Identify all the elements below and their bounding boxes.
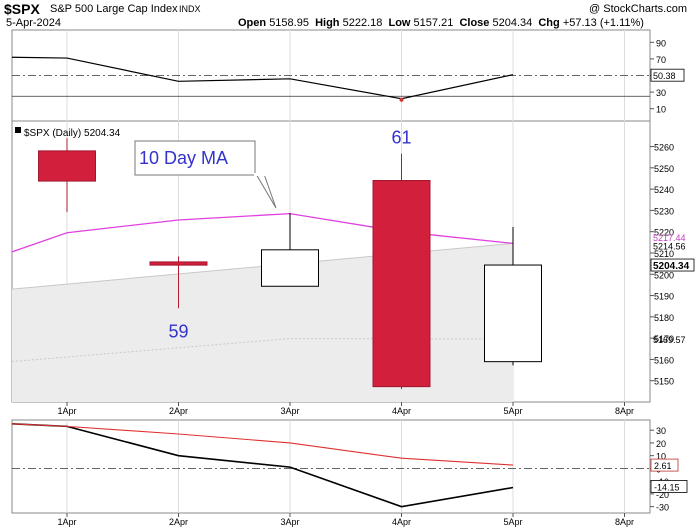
top-ytick-label: 90 xyxy=(656,38,666,48)
xtick-label-3Apr: 3Apr xyxy=(280,517,299,527)
price-legend-swatch xyxy=(15,127,21,133)
open-value: 5158.95 xyxy=(269,17,309,29)
top-ytick-label: 70 xyxy=(656,55,666,65)
top-indicator-line xyxy=(11,56,514,100)
ma10-line xyxy=(11,212,514,253)
xtick-label-5Apr: 5Apr xyxy=(503,517,522,527)
low-label: Low xyxy=(388,17,411,29)
price-last-box xyxy=(650,258,695,272)
price-ytick-label: 5190 xyxy=(654,292,674,302)
chg-value: +57.13 (+1.11%) xyxy=(562,17,644,29)
annotation-59: 59 xyxy=(168,321,188,341)
price-level-label: 5214.56 xyxy=(653,241,686,251)
price-ytick-label: 5170 xyxy=(654,334,674,344)
top-indicator-panel xyxy=(11,29,651,122)
xtick-label-2Apr: 2Apr xyxy=(169,406,188,416)
price-legend-label: $SPX (Daily) 5204.34 xyxy=(24,128,121,139)
price-ytick-label: 5180 xyxy=(654,313,674,323)
open-label: Open xyxy=(238,17,267,29)
band-lower-line xyxy=(11,338,514,363)
bottom-black-value: -14.15 xyxy=(654,482,680,492)
xtick-label-1Apr: 1Apr xyxy=(57,406,76,416)
bottom-ytick-label: -20 xyxy=(656,490,669,500)
bottom-ytick-label: -30 xyxy=(656,503,669,513)
exchange-label: INDX xyxy=(179,4,201,14)
xtick-label-8Apr: 8Apr xyxy=(615,517,634,527)
bottom-red-value-box xyxy=(650,458,679,472)
price-ytick-label: 5230 xyxy=(654,206,674,216)
candle-body-1Apr xyxy=(38,150,96,182)
date-label: 5-Apr-2024 xyxy=(6,17,62,29)
annotation-61: 61 xyxy=(391,128,411,148)
xtick-label-4Apr: 4Apr xyxy=(392,406,411,416)
candle-body-3Apr xyxy=(261,249,319,287)
copyright-label: @ StockCharts.com xyxy=(589,3,687,15)
price-ytick-label: 5200 xyxy=(654,270,674,280)
top-ytick-label: 30 xyxy=(656,88,666,98)
bottom-ytick-label: 30 xyxy=(656,426,666,436)
low-value: 5157.21 xyxy=(413,17,454,29)
xtick-label-3Apr: 3Apr xyxy=(280,406,299,416)
price-level-label: 5169.57 xyxy=(653,335,686,345)
top-min-marker xyxy=(399,97,404,102)
price-ytick-label: 5210 xyxy=(654,249,674,259)
price-ytick-label: 5150 xyxy=(654,377,674,387)
xtick-label-8Apr: 8Apr xyxy=(615,406,634,416)
high-label: High xyxy=(315,17,340,29)
symbol-title: $SPX xyxy=(4,1,40,17)
top-last-value-label: 50.38 xyxy=(653,71,676,81)
ma-callout-pointer xyxy=(255,173,277,209)
ma-callout-box xyxy=(134,140,256,176)
xtick-label-1Apr: 1Apr xyxy=(57,517,76,527)
candle-body-2Apr xyxy=(149,261,208,266)
bottom-ytick-label: 20 xyxy=(656,439,666,449)
index-name: S&P 500 Large Cap Index xyxy=(50,3,178,15)
ma-callout-label: 10 Day MA xyxy=(139,148,228,168)
price-last-label: 5204.34 xyxy=(653,261,690,272)
top-last-value-box xyxy=(650,68,685,82)
ohlc-row: Open 5158.95 High 5222.18 Low 5157.21 Cl… xyxy=(238,17,644,29)
bottom-red-value: 2.61 xyxy=(654,461,672,471)
price-ytick-label: 5220 xyxy=(654,228,674,238)
xtick-label-2Apr: 2Apr xyxy=(169,517,188,527)
bottom-ytick-label: 10 xyxy=(656,452,666,462)
close-value: 5204.34 xyxy=(492,17,533,29)
chg-label: Chg xyxy=(538,17,560,29)
price-level-label: 5217.44 xyxy=(653,233,686,243)
bottom-red-line xyxy=(11,423,514,466)
price-ytick-label: 5250 xyxy=(654,164,674,174)
high-value: 5222.18 xyxy=(342,17,383,29)
price-ytick-label: 5260 xyxy=(654,143,674,153)
bottom-indicator-panel xyxy=(11,419,651,514)
xtick-label-5Apr: 5Apr xyxy=(503,406,522,416)
bottom-black-value-box xyxy=(650,480,688,493)
ma-callout-join xyxy=(254,173,265,176)
price-ytick-label: 5160 xyxy=(654,355,674,365)
top-ytick-label: 10 xyxy=(656,105,666,115)
bottom-black-line xyxy=(11,423,514,508)
close-label: Close xyxy=(459,17,490,29)
xtick-label-4Apr: 4Apr xyxy=(392,517,411,527)
candle-body-5Apr xyxy=(484,264,542,363)
candle-body-4Apr xyxy=(372,179,431,388)
price-ytick-label: 5240 xyxy=(654,185,674,195)
